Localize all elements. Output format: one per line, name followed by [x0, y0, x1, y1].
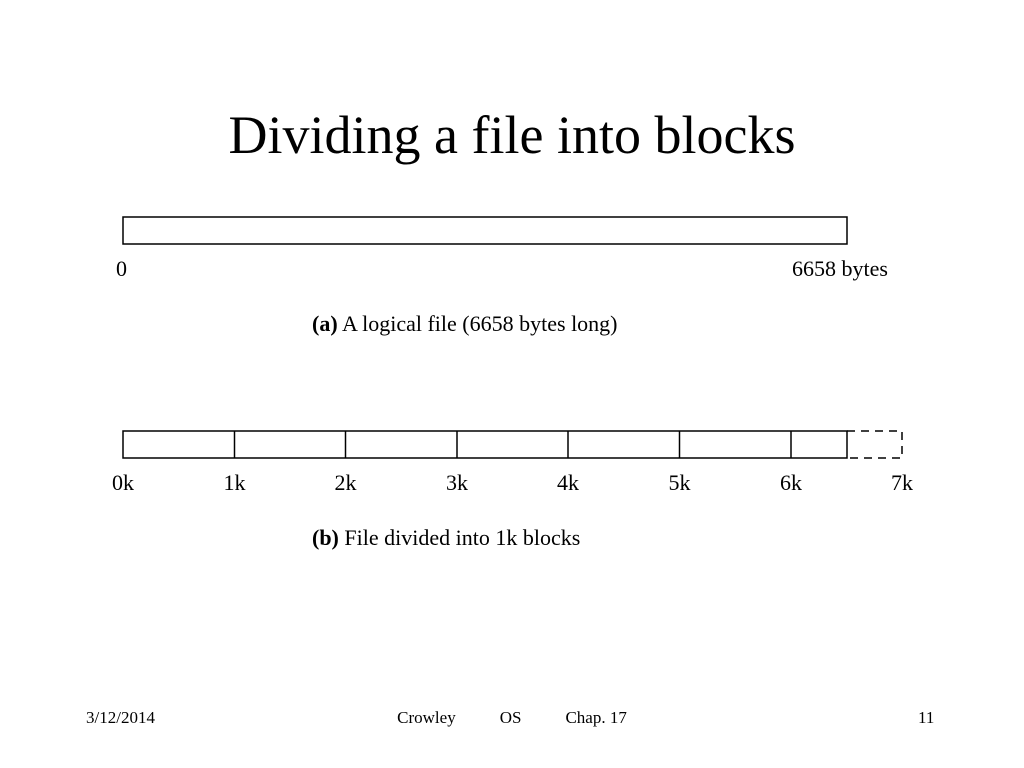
block-label-4k: 4k — [557, 470, 579, 495]
logical-end-label: 6658 bytes — [792, 256, 888, 281]
footer-chapter: Chap. 17 — [565, 708, 627, 727]
caption-b-tag: (b) — [312, 525, 339, 550]
block-label-1k: 1k — [223, 470, 246, 495]
block-label-2k: 2k — [334, 470, 357, 495]
footer-author: Crowley — [397, 708, 456, 727]
block-label-3k: 3k — [446, 470, 468, 495]
block-label-7k: 7k — [891, 470, 913, 495]
caption-a: (a) A logical file (6658 bytes long) — [312, 312, 618, 336]
logical-file-bar — [122, 216, 848, 245]
footer-page-number: 11 — [918, 708, 935, 727]
block-label-5k: 5k — [668, 470, 691, 495]
footer-center: Crowley OS Chap. 17 — [0, 708, 1024, 728]
footer-course: OS — [499, 708, 522, 727]
logical-start-label: 0 — [116, 256, 127, 281]
blocked-file-bar — [122, 430, 848, 459]
slide-title: Dividing a file into blocks — [228, 105, 796, 165]
unused-block-remainder — [847, 430, 903, 459]
block-label-6k: 6k — [780, 470, 802, 495]
caption-b: (b) File divided into 1k blocks — [312, 526, 580, 550]
block-label-0k: 0k — [112, 470, 134, 495]
footer-date: 3/12/2014 — [86, 708, 155, 727]
caption-a-text: A logical file (6658 bytes long) — [337, 311, 618, 336]
caption-b-text: File divided into 1k blocks — [338, 525, 581, 550]
caption-a-tag: (a) — [312, 311, 338, 336]
